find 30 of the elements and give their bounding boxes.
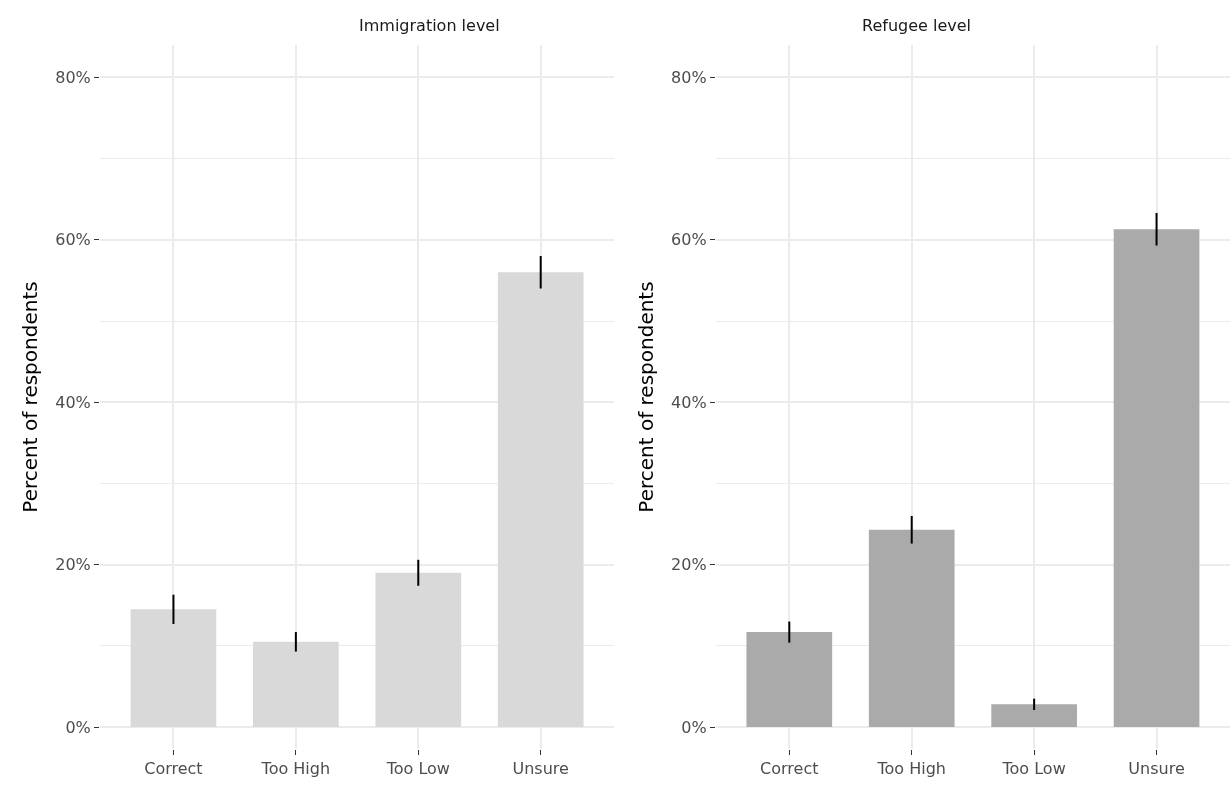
y-axis-title: Percent of respondents (17, 281, 42, 513)
x-tick-label: Correct (760, 759, 819, 779)
y-tick-label: 80% (55, 68, 91, 88)
y-tick-label: 20% (55, 555, 91, 575)
bar (130, 609, 217, 728)
x-tick-label: Too Low (1001, 759, 1066, 779)
x-tick-label: Too High (876, 759, 946, 779)
bar (746, 632, 833, 728)
x-tick-label: Correct (144, 759, 203, 779)
y-tick-label: 60% (671, 230, 707, 250)
x-tick-label: Too High (260, 759, 331, 779)
bar (1113, 229, 1200, 728)
y-axis-title: Percent of respondents (633, 281, 658, 513)
bar (497, 272, 584, 728)
y-tick-label: 20% (671, 555, 707, 575)
chart-title: Immigration level (359, 16, 500, 35)
x-tick-label: Unsure (1128, 759, 1185, 779)
y-tick-label: 0% (681, 717, 707, 737)
bar (868, 529, 955, 728)
bar (375, 572, 462, 728)
y-tick-label: 80% (671, 68, 707, 88)
x-tick-label: Too Low (385, 759, 450, 779)
y-tick-label: 40% (671, 392, 707, 412)
y-tick-label: 40% (55, 392, 91, 412)
x-tick-label: Unsure (512, 759, 569, 779)
bar (253, 641, 339, 728)
y-tick-label: 0% (65, 717, 91, 737)
bar (991, 704, 1077, 728)
chart-title: Refugee level (862, 16, 971, 35)
y-tick-label: 60% (55, 230, 91, 250)
